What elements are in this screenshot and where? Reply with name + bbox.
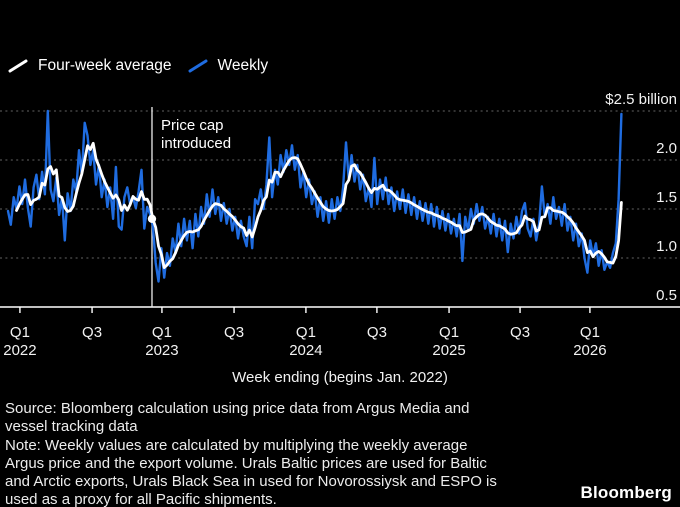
- x-axis-tick-label: Q1: [580, 324, 600, 341]
- x-axis-tick-label: Q1: [152, 324, 172, 341]
- x-axis-year-label: 2022: [3, 342, 36, 359]
- note-line: Note: Weekly values are calculated by mu…: [5, 436, 468, 454]
- y-axis-tick-label: $2.5 billion: [605, 91, 677, 108]
- y-axis-tick-label: 1.5: [656, 189, 677, 206]
- weekly-line: [6, 109, 623, 283]
- x-axis-tick-label: Q3: [224, 324, 244, 341]
- x-axis-tick-label: Q3: [82, 324, 102, 341]
- average-swatch-line: [8, 59, 28, 73]
- y-axis-tick-label: 0.5: [656, 287, 677, 304]
- source-line: Source: Bloomberg calculation using pric…: [5, 400, 470, 417]
- bloomberg-logo: Bloomberg: [580, 483, 672, 502]
- x-axis-year-label: 2023: [145, 342, 178, 359]
- legend-label-average: Four-week average: [38, 57, 172, 74]
- source-note: Source: Bloomberg calculation using pric…: [5, 400, 565, 507]
- legend-item-average: Four-week average: [8, 57, 172, 75]
- x-axis-year-label: 2025: [432, 342, 465, 359]
- x-axis-year-label: 2026: [573, 342, 606, 359]
- x-axis-tick-label: Q1: [10, 324, 30, 341]
- x-axis-tick-label: Q1: [296, 324, 316, 341]
- legend: Four-week average Weekly: [8, 57, 268, 75]
- average-line-swatch-icon: [8, 59, 28, 73]
- x-axis-tick-label: Q3: [367, 324, 387, 341]
- weekly-line-swatch-icon: [188, 59, 208, 73]
- x-axis-tick-label: Q3: [510, 324, 530, 341]
- price-cap-label-line1: Price cap: [161, 117, 224, 134]
- note-line: Argus price and the export volume. Urals…: [5, 454, 487, 472]
- note-line: used as a proxy for all Pacific shipment…: [5, 491, 277, 507]
- source-line: vessel tracking data: [5, 418, 138, 436]
- note-line: and Arctic exports, Urals Black Sea in u…: [5, 473, 497, 491]
- price-cap-label-line2: introduced: [161, 135, 231, 152]
- legend-item-weekly: Weekly: [188, 57, 269, 75]
- four-week-average-line: [15, 141, 623, 270]
- x-axis-year-label: 2024: [289, 342, 322, 359]
- price-cap-marker-dot: [147, 214, 157, 223]
- y-axis-tick-label: 2.0: [656, 140, 677, 157]
- legend-label-weekly: Weekly: [217, 57, 269, 74]
- x-axis-title: Week ending (begins Jan. 2022): [232, 369, 448, 386]
- y-axis-tick-label: 1.0: [656, 238, 677, 255]
- weekly-swatch-line: [188, 59, 208, 73]
- x-axis-tick-label: Q1: [439, 324, 459, 341]
